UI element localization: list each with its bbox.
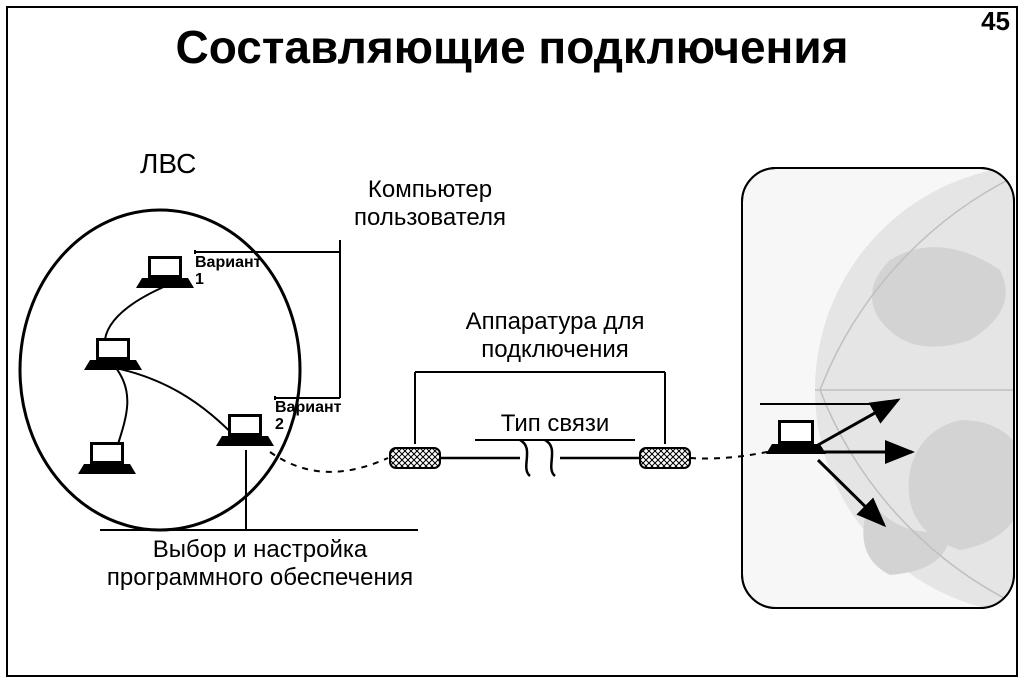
label-user-computer: Компьютер пользователя xyxy=(320,176,540,231)
label-software: Выбор и настройка программного обеспечен… xyxy=(100,536,420,591)
label-variant2: Вариант 2 xyxy=(275,400,355,434)
label-hardware: Аппаратура для подключения xyxy=(440,308,670,363)
page-title: Составляющие подключения xyxy=(0,20,1024,74)
label-lvs: ЛВС xyxy=(140,148,196,180)
label-internet: Интернет xyxy=(800,184,922,216)
label-variant1: Вариант 1 xyxy=(195,255,275,289)
label-provider: Провайдер xyxy=(760,374,884,402)
label-link-type: Тип связи xyxy=(475,410,635,438)
